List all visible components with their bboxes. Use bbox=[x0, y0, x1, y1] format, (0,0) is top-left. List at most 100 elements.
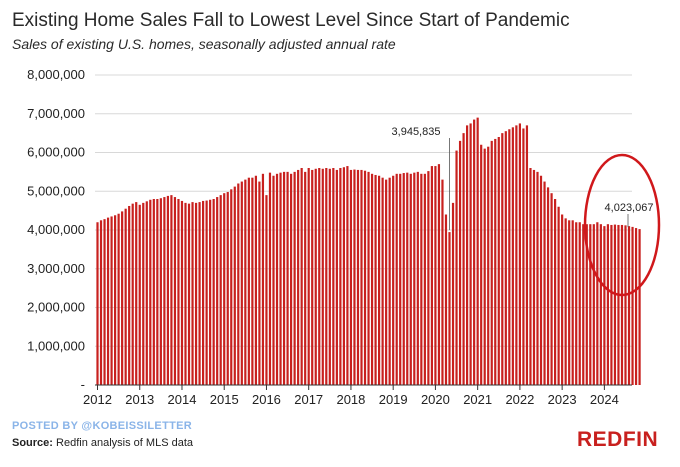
bar bbox=[170, 195, 173, 385]
source-text: Redfin analysis of MLS data bbox=[56, 437, 193, 449]
bar bbox=[339, 168, 342, 385]
y-tick-label: 6,000,000 bbox=[27, 145, 85, 160]
bar bbox=[529, 168, 532, 385]
bar bbox=[416, 171, 419, 385]
bar bbox=[166, 195, 169, 385]
bar bbox=[430, 166, 433, 385]
bar bbox=[627, 226, 631, 385]
bar bbox=[261, 173, 265, 385]
bar bbox=[159, 198, 162, 385]
source-label: Source: bbox=[12, 437, 53, 449]
bar bbox=[163, 197, 166, 385]
bar bbox=[216, 197, 219, 385]
x-tick-label: 2020 bbox=[421, 392, 450, 407]
bar bbox=[613, 224, 617, 385]
y-tick-label: - bbox=[81, 377, 85, 392]
bar bbox=[121, 211, 124, 385]
y-tick-label: 5,000,000 bbox=[27, 183, 85, 198]
bar bbox=[511, 127, 514, 385]
source-note: Source: Redfin analysis of MLS data bbox=[12, 437, 193, 449]
bar bbox=[518, 123, 521, 385]
x-tick-label: 2024 bbox=[590, 392, 619, 407]
bar bbox=[395, 173, 398, 385]
x-tick-label: 2017 bbox=[294, 392, 323, 407]
bar bbox=[374, 174, 377, 385]
bar bbox=[223, 193, 226, 385]
x-tick-label: 2014 bbox=[168, 392, 197, 407]
bar bbox=[568, 220, 571, 385]
x-tick-label: 2021 bbox=[463, 392, 492, 407]
bar bbox=[117, 213, 120, 385]
bar bbox=[571, 220, 574, 385]
posted-by-credit: POSTED BY @KOBEISSILETTER bbox=[12, 420, 192, 432]
x-tick-label: 2023 bbox=[548, 392, 577, 407]
bar bbox=[103, 219, 106, 385]
bar bbox=[638, 229, 641, 385]
bar bbox=[367, 171, 370, 385]
bar bbox=[388, 177, 391, 385]
bar bbox=[589, 224, 592, 385]
bar bbox=[247, 177, 250, 385]
bar bbox=[198, 202, 201, 385]
bar bbox=[360, 169, 363, 385]
bar bbox=[131, 203, 134, 385]
x-tick-label: 2015 bbox=[210, 392, 239, 407]
bar bbox=[230, 189, 233, 385]
bar bbox=[631, 226, 634, 385]
x-tick-label: 2012 bbox=[83, 392, 112, 407]
bar bbox=[353, 169, 356, 385]
x-tick-label: 2019 bbox=[379, 392, 408, 407]
bar bbox=[187, 203, 191, 385]
bar bbox=[180, 200, 184, 385]
bar bbox=[173, 197, 177, 385]
bar bbox=[546, 187, 550, 385]
bar bbox=[434, 166, 437, 385]
bar bbox=[114, 215, 117, 385]
bar bbox=[279, 172, 282, 385]
bar bbox=[620, 224, 624, 385]
bar bbox=[385, 179, 388, 385]
y-tick-label: 3,000,000 bbox=[27, 261, 85, 276]
bar bbox=[149, 199, 152, 385]
bar bbox=[311, 169, 314, 385]
bar bbox=[494, 138, 497, 385]
x-tick-label: 2016 bbox=[252, 392, 281, 407]
bar bbox=[596, 222, 599, 385]
bar bbox=[318, 168, 321, 385]
bar bbox=[124, 208, 127, 385]
bar bbox=[286, 171, 289, 385]
bar bbox=[606, 224, 609, 385]
bar bbox=[532, 169, 536, 385]
bar bbox=[508, 129, 511, 385]
bar bbox=[251, 177, 254, 385]
bar bbox=[515, 125, 518, 385]
bar bbox=[293, 171, 296, 385]
y-tick-label: 7,000,000 bbox=[27, 106, 85, 121]
bar bbox=[578, 222, 581, 385]
bar bbox=[356, 169, 360, 385]
bar bbox=[314, 168, 317, 385]
y-tick-label: 4,000,000 bbox=[27, 222, 85, 237]
bar bbox=[543, 181, 546, 385]
bar bbox=[603, 226, 606, 385]
bar bbox=[561, 214, 564, 385]
bar bbox=[244, 179, 247, 385]
bar bbox=[177, 199, 180, 385]
bar bbox=[458, 140, 462, 385]
bar bbox=[610, 224, 613, 385]
bar bbox=[254, 175, 257, 385]
highlight-circle bbox=[583, 153, 661, 297]
bar bbox=[423, 173, 426, 385]
bar bbox=[554, 199, 557, 385]
bar bbox=[399, 173, 402, 385]
bar bbox=[335, 169, 338, 385]
bar bbox=[106, 217, 110, 385]
bar bbox=[441, 179, 444, 385]
bar bbox=[469, 123, 472, 385]
bar bbox=[128, 205, 131, 385]
bar bbox=[634, 228, 638, 385]
bar bbox=[413, 172, 416, 385]
bar bbox=[585, 224, 588, 385]
bar bbox=[152, 199, 155, 385]
